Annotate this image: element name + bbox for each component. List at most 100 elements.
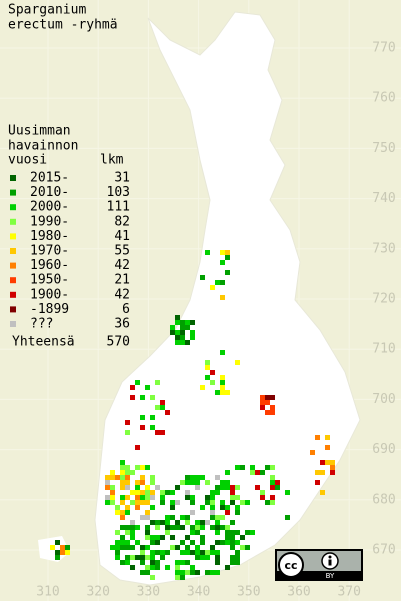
observation-square <box>135 380 140 385</box>
observation-square <box>205 360 210 365</box>
observation-square <box>185 475 190 480</box>
observation-square <box>270 480 275 485</box>
observation-square <box>150 480 155 485</box>
observation-square <box>105 485 110 490</box>
observation-square <box>140 425 145 430</box>
observation-square <box>145 515 150 520</box>
observation-square <box>215 520 220 525</box>
observation-square <box>55 540 60 545</box>
observation-square <box>135 445 140 450</box>
observation-square <box>185 490 190 495</box>
observation-square <box>135 465 140 470</box>
observation-square <box>165 515 170 520</box>
observation-square <box>155 520 160 525</box>
observation-square <box>165 525 170 530</box>
observation-square <box>185 545 190 550</box>
observation-square <box>210 285 215 290</box>
observation-square <box>180 525 185 530</box>
observation-square <box>120 480 125 485</box>
observation-square <box>190 495 195 500</box>
observation-square <box>125 530 130 535</box>
legend-count: 55 <box>114 244 130 259</box>
observation-square <box>220 485 225 490</box>
observation-square <box>125 485 130 490</box>
observation-square <box>115 545 120 550</box>
observation-square <box>260 400 265 405</box>
observation-square <box>140 570 145 575</box>
observation-square <box>125 555 130 560</box>
grid-label: 680 <box>372 492 395 507</box>
observation-square <box>50 545 55 550</box>
observation-square <box>195 525 200 530</box>
legend-count: 21 <box>114 273 130 288</box>
observation-square <box>175 565 180 570</box>
grid-label: 370 <box>337 585 360 600</box>
observation-square <box>125 465 130 470</box>
observation-square <box>60 545 65 550</box>
observation-square <box>120 485 125 490</box>
observation-square <box>155 485 160 490</box>
observation-square <box>210 550 215 555</box>
observation-square <box>155 380 160 385</box>
observation-square <box>55 555 60 560</box>
observation-square <box>180 330 185 335</box>
observation-square <box>120 515 125 520</box>
observation-square <box>150 565 155 570</box>
grid-label: 350 <box>237 585 260 600</box>
observation-square <box>140 395 145 400</box>
grid-label: 310 <box>36 585 59 600</box>
observation-square <box>215 555 220 560</box>
observation-square <box>225 535 230 540</box>
observation-square <box>150 540 155 545</box>
observation-square <box>170 330 175 335</box>
observation-square <box>245 530 250 535</box>
observation-square <box>210 380 215 385</box>
observation-square <box>215 550 220 555</box>
observation-square <box>200 505 205 510</box>
legend-header: Uusimman <box>8 124 71 139</box>
observation-square <box>220 295 225 300</box>
legend-label: 2010- <box>30 185 69 200</box>
observation-square <box>240 465 245 470</box>
legend-count: 6 <box>122 302 130 317</box>
title: Sparganium <box>8 3 86 18</box>
observation-square <box>185 340 190 345</box>
observation-square <box>220 280 225 285</box>
observation-square <box>205 500 210 505</box>
observation-square <box>250 530 255 535</box>
observation-square <box>205 495 210 500</box>
observation-square <box>125 495 130 500</box>
observation-square <box>215 570 220 575</box>
observation-square <box>180 320 185 325</box>
observation-square <box>235 560 240 565</box>
observation-square <box>285 490 290 495</box>
observation-square <box>225 390 230 395</box>
observation-square <box>55 550 60 555</box>
observation-square <box>125 480 130 485</box>
observation-square <box>200 520 205 525</box>
legend-header: vuosi <box>8 153 47 168</box>
observation-square <box>170 325 175 330</box>
observation-square <box>330 460 335 465</box>
observation-square <box>220 505 225 510</box>
legend-swatch <box>10 277 16 284</box>
observation-square <box>120 460 125 465</box>
observation-square <box>130 530 135 535</box>
observation-square <box>165 410 170 415</box>
observation-square <box>190 330 195 335</box>
observation-square <box>125 475 130 480</box>
legend-swatch <box>10 291 16 298</box>
observation-square <box>145 385 150 390</box>
legend-header: havainnon <box>8 139 78 154</box>
observation-square <box>110 500 115 505</box>
observation-square <box>275 485 280 490</box>
observation-square <box>170 500 175 505</box>
observation-square <box>165 550 170 555</box>
observation-square <box>145 490 150 495</box>
legend-count: 111 <box>107 200 130 215</box>
observation-square <box>230 530 235 535</box>
observation-square <box>105 480 110 485</box>
observation-square <box>235 495 240 500</box>
observation-square <box>190 475 195 480</box>
legend-swatch <box>10 262 16 269</box>
